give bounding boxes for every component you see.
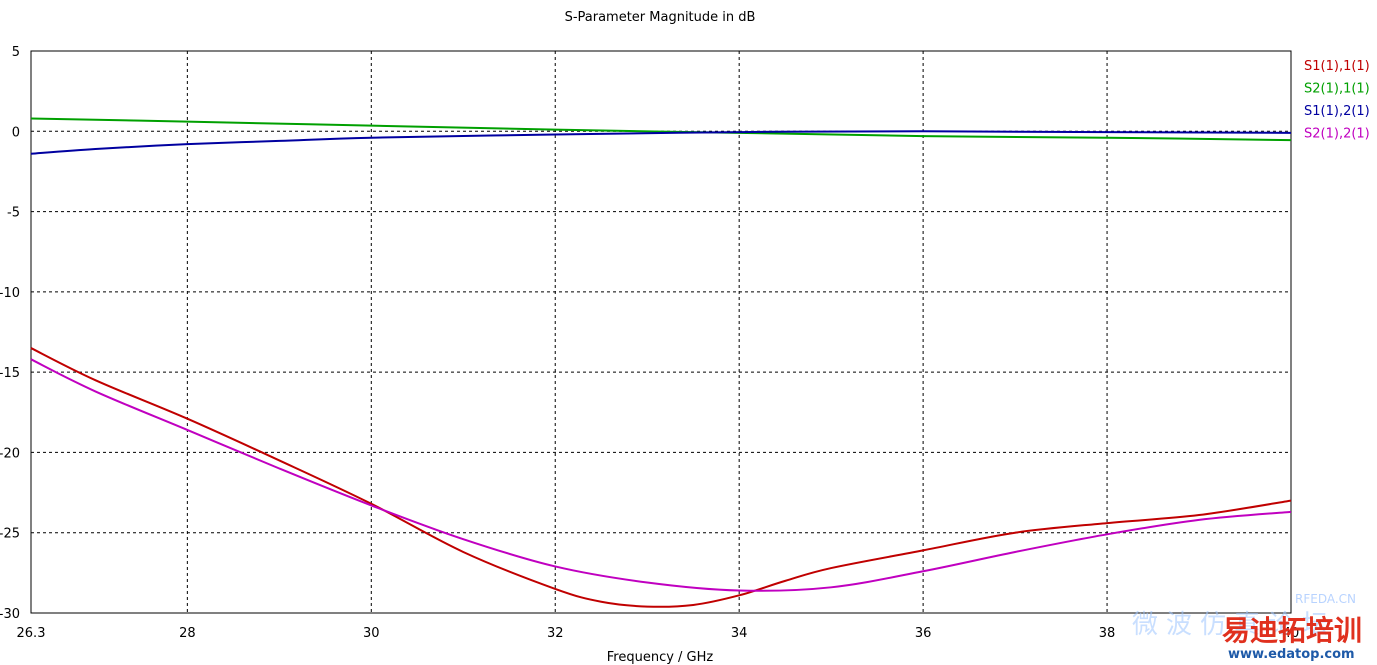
- y-tick-label: -25: [0, 527, 20, 542]
- y-tick-label: -30: [0, 607, 20, 622]
- x-tick-label: 28: [179, 626, 196, 641]
- x-tick-label: 38: [1099, 626, 1116, 641]
- y-tick-label: -10: [0, 286, 20, 301]
- x-tick-label: 32: [547, 626, 564, 641]
- series-lines: [30, 117, 1292, 608]
- legend-entry-1: S1(1),1(1): [1304, 59, 1370, 74]
- x-tick-labels: 26.3 28 30 32 34 36 38 40: [17, 626, 1300, 641]
- watermark-brand: RFEDA.CN: [1295, 592, 1356, 606]
- x-tick-label: 26.3: [17, 626, 46, 641]
- x-tick-label: 34: [731, 626, 748, 641]
- series-line-3: [30, 130, 1292, 155]
- legend-entry-3: S1(1),2(1): [1304, 104, 1370, 119]
- x-tick-label: 40: [1283, 626, 1300, 641]
- x-axis-label: Frequency / GHz: [607, 650, 714, 665]
- series-line-1: [30, 347, 1292, 608]
- x-tick-label: 30: [363, 626, 380, 641]
- plot-frame: [30, 50, 1292, 614]
- y-tick-label: -20: [0, 446, 20, 461]
- watermark-url: www.edatop.com: [1228, 647, 1355, 662]
- y-tick-label: -15: [0, 366, 20, 381]
- legend: S1(1),1(1) S2(1),1(1) S1(1),2(1) S2(1),2(1): [1304, 59, 1370, 142]
- legend-entry-4: S2(1),2(1): [1304, 127, 1370, 142]
- grid-lines: [31, 51, 1291, 613]
- watermark-text-large: 易迪拓培训: [1222, 614, 1362, 647]
- series-line-2: [30, 117, 1292, 142]
- x-tick-label: 36: [915, 626, 932, 641]
- y-tick-labels: 5 0 -5 -10 -15 -20 -25 -30: [0, 45, 20, 622]
- watermark-text-cn: 微波仿真论坛: [1132, 610, 1336, 640]
- y-tick-label: -5: [7, 206, 20, 221]
- chart-title: S-Parameter Magnitude in dB: [565, 10, 756, 25]
- series-line-4: [30, 358, 1292, 592]
- legend-entry-2: S2(1),1(1): [1304, 82, 1370, 97]
- y-tick-label: 0: [12, 125, 20, 140]
- watermark: RFEDA.CN 微波仿真论坛: [1132, 592, 1356, 640]
- y-tick-label: 5: [12, 45, 20, 60]
